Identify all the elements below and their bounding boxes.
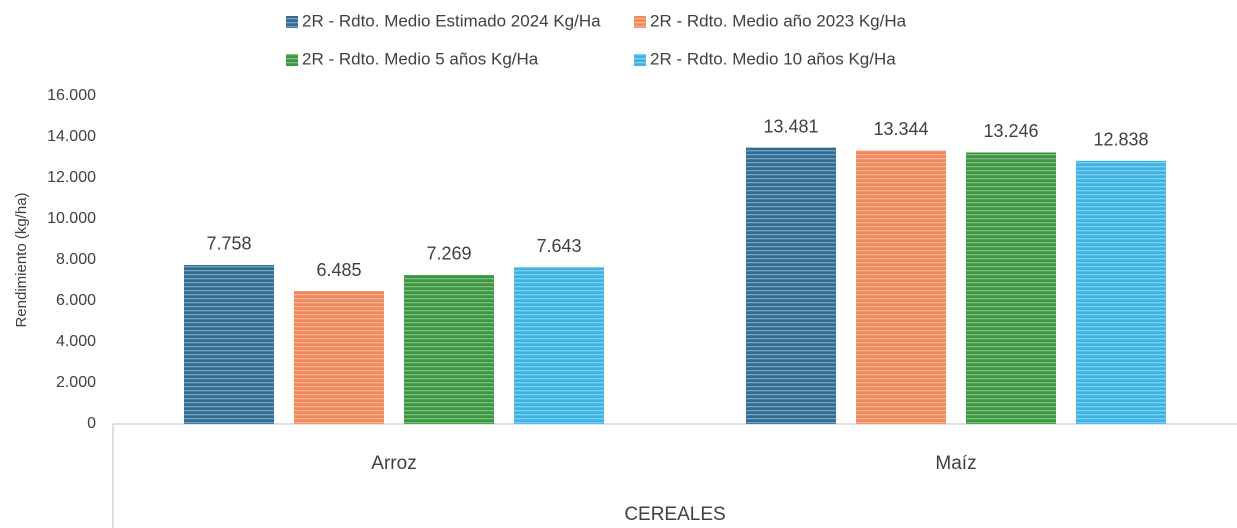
legend-swatch [286, 16, 298, 28]
y-tick-label: 16.000 [47, 87, 96, 104]
y-axis-label: Rendimiento (kg/ha) [13, 192, 30, 327]
y-tick-label: 4.000 [56, 333, 96, 350]
x-axis-label: CEREALES [624, 504, 725, 525]
y-tick-label: 14.000 [47, 128, 96, 145]
value-label: 13.481 [763, 116, 818, 136]
y-tick-label: 6.000 [56, 292, 96, 309]
legend-swatch [286, 54, 298, 66]
bar [1076, 160, 1166, 425]
value-label: 12.838 [1093, 130, 1148, 150]
x-tick-label: Arroz [371, 453, 416, 474]
bar [514, 267, 604, 424]
legend-label: 2R - Rdto. Medio Estimado 2024 Kg/Ha [302, 11, 601, 30]
bar [404, 274, 494, 424]
bar [856, 150, 946, 424]
value-label: 7.643 [536, 236, 581, 256]
x-tick-label: Maíz [935, 453, 976, 474]
legend-swatch [634, 16, 646, 28]
y-tick-label: 0 [87, 415, 96, 432]
value-label: 13.344 [873, 119, 928, 139]
y-tick-label: 2.000 [56, 374, 96, 391]
value-label: 7.758 [206, 234, 251, 254]
legend-label: 2R - Rdto. Medio 5 años Kg/Ha [302, 49, 539, 68]
y-tick-label: 10.000 [47, 210, 96, 227]
legend-label: 2R - Rdto. Medio año 2023 Kg/Ha [650, 11, 907, 30]
bar [746, 147, 836, 424]
legend-label: 2R - Rdto. Medio 10 años Kg/Ha [650, 49, 896, 68]
bar [294, 291, 384, 424]
value-label: 13.246 [983, 121, 1038, 141]
legend-swatch [634, 54, 646, 66]
value-label: 7.269 [426, 244, 471, 264]
y-tick-label: 12.000 [47, 169, 96, 186]
value-label: 6.485 [316, 260, 361, 280]
y-tick-label: 8.000 [56, 251, 96, 268]
bar [184, 264, 274, 424]
bar [966, 152, 1056, 424]
